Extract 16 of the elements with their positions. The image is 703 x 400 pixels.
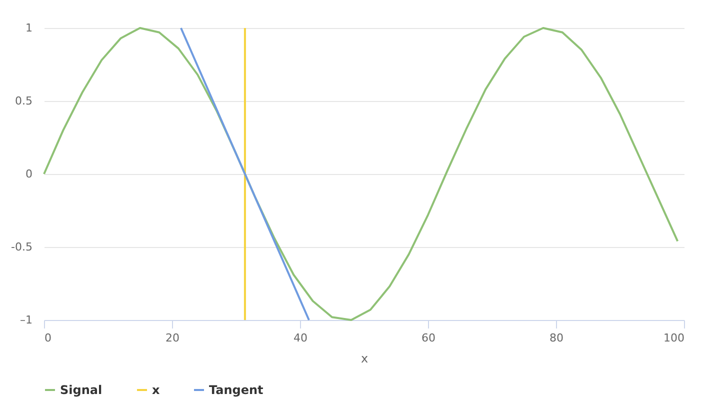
x-axis-title: x <box>360 352 368 366</box>
x-tick-label: 40 <box>294 332 308 344</box>
line-series <box>43 27 679 321</box>
y-tick-label: -0.5 <box>11 240 32 254</box>
x-tick-label: 20 <box>166 332 180 344</box>
legend-label: Tangent <box>209 383 264 397</box>
x-tick-label: 0 <box>44 332 52 344</box>
legend-label: Signal <box>60 383 102 397</box>
y-tick-label: 0.5 <box>15 94 32 108</box>
y-tick-label: 1 <box>26 22 32 34</box>
x-tick-label: 80 <box>550 332 564 344</box>
x-tick-label: 60 <box>422 332 436 344</box>
x-tick-label: 100 <box>664 332 684 344</box>
y-tick-label: 0 <box>26 168 32 180</box>
y-tick-label: –1 <box>20 314 32 326</box>
legend-label: x <box>152 383 160 397</box>
